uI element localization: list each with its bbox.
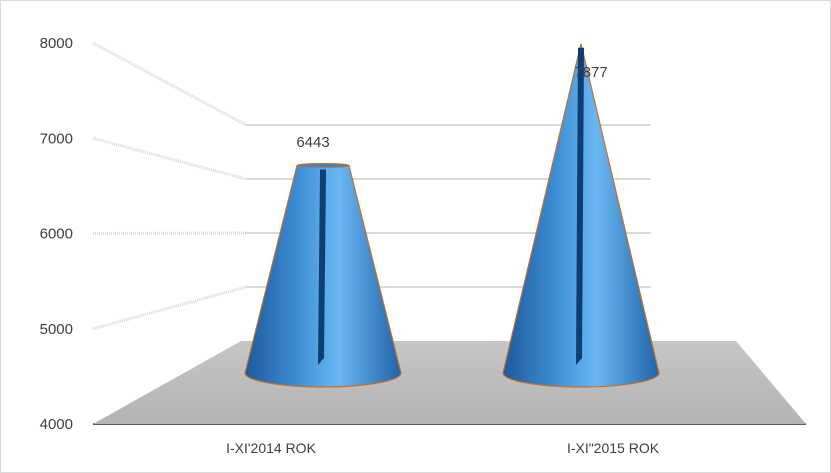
cone-bar xyxy=(244,163,402,388)
cone-slit xyxy=(318,169,326,365)
x-category-label: I-XI'2014 ROK xyxy=(226,440,316,456)
x-category-label: I-XI"2015 ROK xyxy=(567,440,660,456)
y-tick-label: 5000 xyxy=(40,321,73,338)
data-label: 7877 xyxy=(574,64,607,81)
y-tick-label: 4000 xyxy=(40,416,73,433)
cone-bar xyxy=(502,43,660,388)
y-tick-label: 6000 xyxy=(40,226,73,243)
gridline-diagonal xyxy=(92,41,247,127)
y-tick-label: 8000 xyxy=(40,35,73,52)
cone-slit xyxy=(576,47,584,365)
chart-labels: 4000 5000 6000 7000 8000 6443 I-XI'2014 ROK 787… xyxy=(40,35,660,456)
chart-floor xyxy=(93,341,806,424)
cone-bars xyxy=(244,43,660,388)
data-label: 6443 xyxy=(296,134,329,151)
gridline-diagonal xyxy=(92,231,247,235)
floor-plane xyxy=(93,341,806,424)
gridline-diagonal xyxy=(92,285,247,331)
gridline-diagonal xyxy=(92,136,247,181)
cone-top xyxy=(296,163,350,169)
y-tick-label: 7000 xyxy=(40,130,73,147)
